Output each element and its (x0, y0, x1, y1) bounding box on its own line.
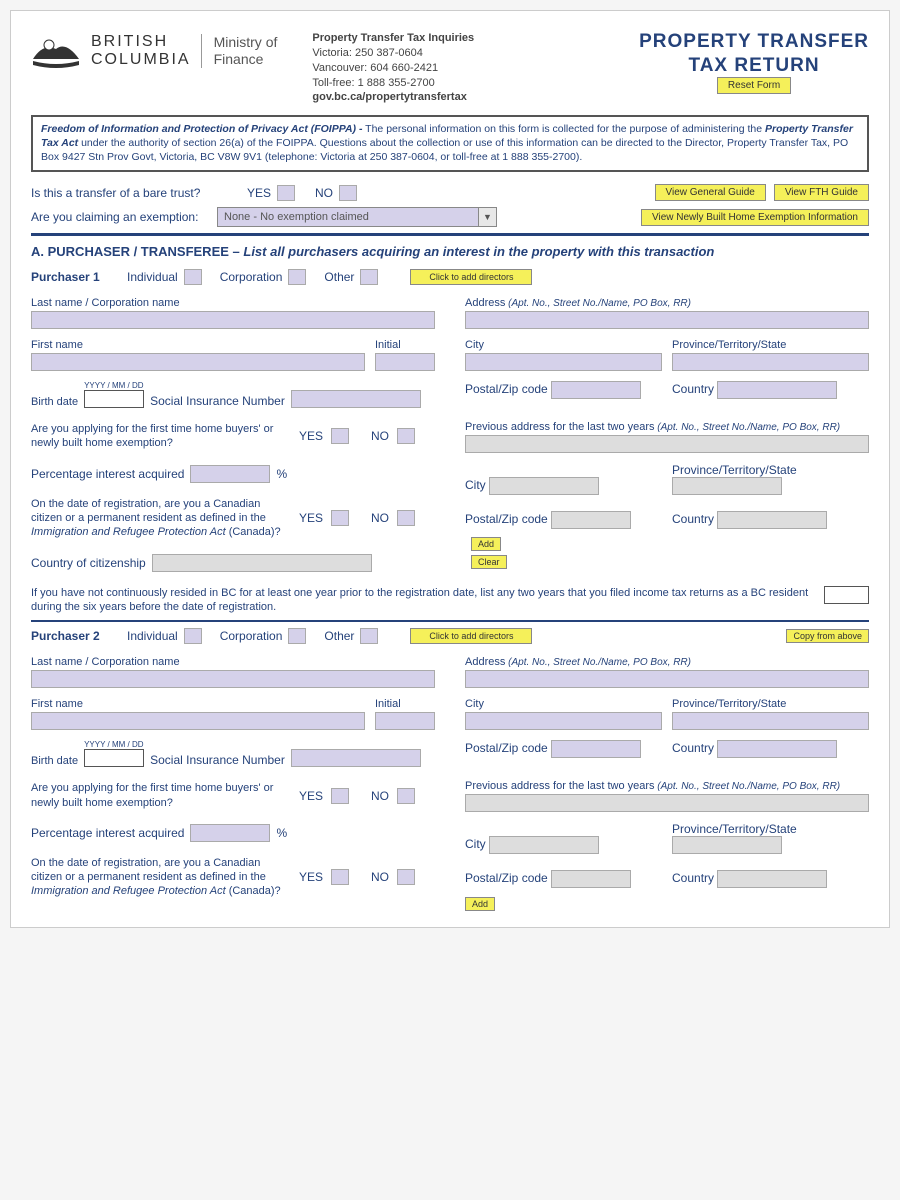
p2-add-button[interactable]: Add (465, 897, 495, 911)
reset-form-button[interactable]: Reset Form (717, 77, 791, 94)
p1-prev-country-input[interactable] (717, 511, 827, 529)
p1-other-checkbox[interactable] (360, 269, 378, 285)
bare-trust-row: Is this a transfer of a bare trust? YES … (31, 184, 869, 201)
p1-citizen-no-checkbox[interactable] (397, 510, 415, 526)
p2-other-checkbox[interactable] (360, 628, 378, 644)
p1-citizenship-input[interactable] (152, 554, 372, 572)
purchaser-2-label: Purchaser 2 (31, 629, 121, 643)
p1-lastname-label: Last name / Corporation name (31, 297, 435, 309)
p1-percentage-input[interactable] (190, 465, 270, 483)
p2-add-directors-button[interactable]: Click to add directors (410, 628, 532, 644)
p1-add-button[interactable]: Add (471, 537, 501, 551)
purchaser-1-label: Purchaser 1 (31, 270, 121, 284)
p2-birthdate-input[interactable] (84, 749, 144, 767)
phone-vancouver: Vancouver: 604 660-2421 (312, 61, 474, 76)
exemption-label: Are you claiming an exemption: (31, 210, 211, 224)
p2-fthb-no-checkbox[interactable] (397, 788, 415, 804)
section-a-title: A. PURCHASER / TRANSFEREE – List all pur… (31, 244, 869, 259)
p1-postal-input[interactable] (551, 381, 641, 399)
form-container: BRITISH COLUMBIA Ministry of Finance Pro… (10, 10, 890, 928)
p1-birthdate-input[interactable] (84, 390, 144, 408)
p1-fthb-question: Are you applying for the first time home… (31, 422, 291, 451)
p1-prev-address-input[interactable] (465, 435, 869, 453)
p1-province-input[interactable] (672, 353, 869, 371)
p2-province-input[interactable] (672, 712, 869, 730)
chevron-down-icon: ▼ (478, 208, 496, 226)
title-line-2: TAX RETURN (639, 55, 869, 77)
divider (31, 620, 869, 622)
p1-initial-input[interactable] (375, 353, 435, 371)
p1-address-input[interactable] (465, 311, 869, 329)
p1-lastname-input[interactable] (31, 311, 435, 329)
phone-victoria: Victoria: 250 387-0604 (312, 46, 474, 61)
bare-trust-no-checkbox[interactable] (339, 185, 357, 201)
logo-block: BRITISH COLUMBIA Ministry of Finance (31, 31, 277, 71)
org-name-1: BRITISH (91, 33, 191, 51)
p2-copy-from-above-button[interactable]: Copy from above (786, 629, 869, 643)
p2-postal-input[interactable] (551, 740, 641, 758)
p1-prev-postal-input[interactable] (551, 511, 631, 529)
p1-tax-note: If you have not continuously resided in … (31, 586, 869, 615)
divider (31, 233, 869, 236)
p2-prev-province-input[interactable] (672, 836, 782, 854)
form-header: BRITISH COLUMBIA Ministry of Finance Pro… (31, 31, 869, 105)
exemption-row: Are you claiming an exemption: None - No… (31, 207, 869, 227)
org-name-2: COLUMBIA (91, 51, 191, 69)
ministry-name: Ministry of Finance (201, 34, 278, 68)
p1-prev-city-input[interactable] (489, 477, 599, 495)
p2-firstname-input[interactable] (31, 712, 365, 730)
foippa-lead: Freedom of Information and Protection of… (41, 123, 362, 135)
purchaser-1-block: Purchaser 1 Individual Corporation Other… (31, 269, 869, 614)
p2-city-input[interactable] (465, 712, 662, 730)
inquiries-title: Property Transfer Tax Inquiries (312, 31, 474, 46)
p2-fthb-yes-checkbox[interactable] (331, 788, 349, 804)
p2-prev-postal-input[interactable] (551, 870, 631, 888)
p2-address-input[interactable] (465, 670, 869, 688)
bare-trust-label: Is this a transfer of a bare trust? (31, 186, 241, 200)
p2-corporation-checkbox[interactable] (288, 628, 306, 644)
p2-prev-city-input[interactable] (489, 836, 599, 854)
p2-prev-country-input[interactable] (717, 870, 827, 888)
p1-city-input[interactable] (465, 353, 662, 371)
p1-country-input[interactable] (717, 381, 837, 399)
p1-clear-button[interactable]: Clear (471, 555, 507, 569)
p1-citizen-question: On the date of registration, are you a C… (31, 497, 291, 540)
p2-lastname-input[interactable] (31, 670, 435, 688)
p2-citizen-yes-checkbox[interactable] (331, 869, 349, 885)
p1-tax-year-1-input[interactable] (824, 586, 869, 604)
p2-percentage-input[interactable] (190, 824, 270, 842)
view-general-guide-button[interactable]: View General Guide (655, 184, 766, 201)
view-newly-built-button[interactable]: View Newly Built Home Exemption Informat… (641, 209, 869, 226)
p2-initial-input[interactable] (375, 712, 435, 730)
p1-fthb-yes-checkbox[interactable] (331, 428, 349, 444)
p2-citizen-no-checkbox[interactable] (397, 869, 415, 885)
p2-individual-checkbox[interactable] (184, 628, 202, 644)
inquiries-block: Property Transfer Tax Inquiries Victoria… (312, 31, 474, 105)
p1-citizen-yes-checkbox[interactable] (331, 510, 349, 526)
purchaser-2-block: Purchaser 2 Individual Corporation Other… (31, 628, 869, 911)
foippa-notice: Freedom of Information and Protection of… (31, 115, 869, 172)
bare-trust-yes-checkbox[interactable] (277, 185, 295, 201)
form-title: PROPERTY TRANSFER TAX RETURN Reset Form (639, 31, 869, 94)
p2-country-input[interactable] (717, 740, 837, 758)
p1-individual-checkbox[interactable] (184, 269, 202, 285)
p2-sin-input[interactable] (291, 749, 421, 767)
view-fth-guide-button[interactable]: View FTH Guide (774, 184, 869, 201)
p1-prev-province-input[interactable] (672, 477, 782, 495)
phone-tollfree: Toll-free: 1 888 355-2700 (312, 76, 474, 91)
p1-corporation-checkbox[interactable] (288, 269, 306, 285)
p1-fthb-no-checkbox[interactable] (397, 428, 415, 444)
bc-logo-icon (31, 31, 81, 71)
title-line-1: PROPERTY TRANSFER (639, 31, 869, 53)
p2-prev-address-input[interactable] (465, 794, 869, 812)
p1-firstname-input[interactable] (31, 353, 365, 371)
p1-add-directors-button[interactable]: Click to add directors (410, 269, 532, 285)
website-url: gov.bc.ca/propertytransfertax (312, 90, 474, 105)
exemption-dropdown[interactable]: None - No exemption claimed ▼ (217, 207, 497, 227)
p1-sin-input[interactable] (291, 390, 421, 408)
